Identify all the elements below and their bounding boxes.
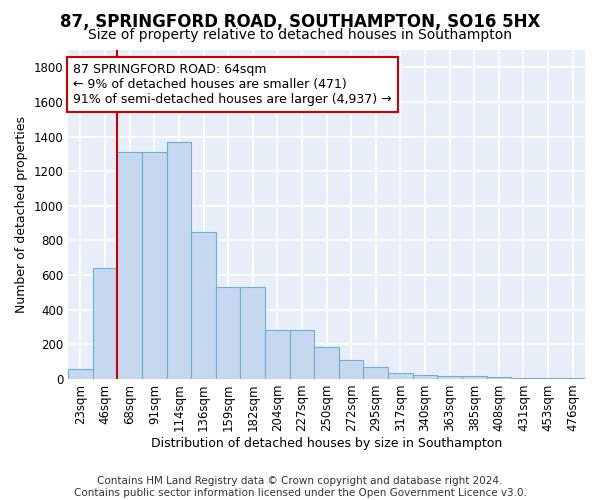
Bar bbox=[265, 330, 290, 379]
Bar bbox=[290, 330, 314, 379]
Bar bbox=[388, 373, 413, 379]
Bar bbox=[339, 360, 364, 379]
Bar bbox=[142, 152, 167, 379]
Bar bbox=[437, 376, 462, 379]
Bar bbox=[511, 378, 536, 379]
Bar bbox=[167, 142, 191, 379]
Bar bbox=[536, 378, 560, 379]
Bar bbox=[241, 287, 265, 379]
Text: 87, SPRINGFORD ROAD, SOUTHAMPTON, SO16 5HX: 87, SPRINGFORD ROAD, SOUTHAMPTON, SO16 5… bbox=[60, 12, 540, 30]
Bar bbox=[314, 347, 339, 379]
Bar bbox=[191, 232, 216, 379]
Text: 87 SPRINGFORD ROAD: 64sqm
← 9% of detached houses are smaller (471)
91% of semi-: 87 SPRINGFORD ROAD: 64sqm ← 9% of detach… bbox=[73, 63, 392, 106]
Y-axis label: Number of detached properties: Number of detached properties bbox=[15, 116, 28, 313]
Bar bbox=[118, 152, 142, 379]
Bar bbox=[560, 378, 585, 379]
Bar bbox=[68, 368, 93, 379]
Bar bbox=[462, 376, 487, 379]
Bar bbox=[413, 374, 437, 379]
Text: Size of property relative to detached houses in Southampton: Size of property relative to detached ho… bbox=[88, 28, 512, 42]
Bar bbox=[216, 287, 241, 379]
Bar bbox=[93, 268, 118, 379]
Text: Contains HM Land Registry data © Crown copyright and database right 2024.
Contai: Contains HM Land Registry data © Crown c… bbox=[74, 476, 526, 498]
X-axis label: Distribution of detached houses by size in Southampton: Distribution of detached houses by size … bbox=[151, 437, 502, 450]
Bar bbox=[487, 377, 511, 379]
Bar bbox=[364, 367, 388, 379]
